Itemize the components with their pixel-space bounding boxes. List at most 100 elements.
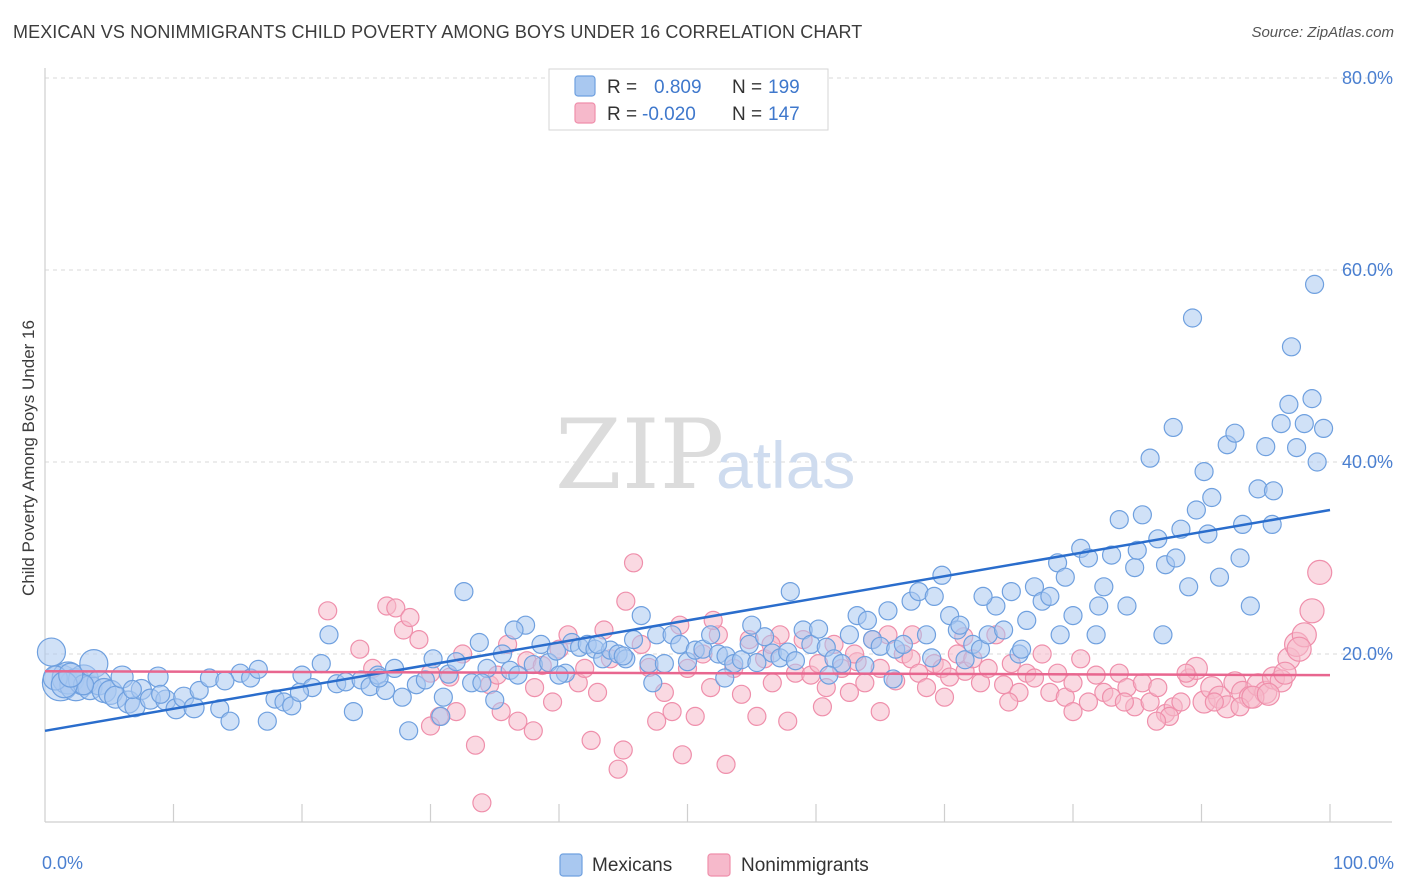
- nonimmigrants-point-41: [685, 706, 705, 727]
- mexicans-point-149: [1202, 487, 1222, 508]
- tick-labels: 20.0% 40.0% 60.0% 80.0% 0.0% 100.0%: [42, 68, 1394, 873]
- y-tick-label-3: 80.0%: [1342, 68, 1393, 88]
- nonimmigrants-point-124: [1176, 663, 1196, 683]
- mexicans-point-170: [215, 671, 235, 691]
- nonimmigrants-point-13: [465, 735, 486, 755]
- nonimmigrants-point-90: [1063, 673, 1083, 693]
- mexicans-point-123: [1001, 581, 1021, 602]
- mexicans-point-16: [147, 666, 169, 688]
- watermark-zip: ZIP: [555, 399, 724, 511]
- mexicans-point-20: [183, 697, 205, 719]
- nonimmigrants-point-20: [524, 677, 545, 698]
- legend-r-label-2: R =: [607, 104, 637, 125]
- nonimmigrants-point-136: [870, 701, 890, 722]
- mexicans-point-162: [1302, 389, 1322, 409]
- nonimmigrants-point-26: [575, 658, 595, 679]
- nonimmigrants-point-104: [1171, 692, 1191, 712]
- mexicans-point-156: [1256, 437, 1276, 457]
- mexicans-point-121: [986, 596, 1006, 616]
- mexicans-point-186: [922, 648, 942, 668]
- mexicans-point-78: [654, 653, 674, 674]
- series-legend: Mexicans Nonimmigrants: [559, 853, 869, 877]
- series-legend-swatch-nonimmigrants: [707, 853, 731, 877]
- nonimmigrants-point-139: [999, 692, 1019, 712]
- mexicans-point-190: [1050, 625, 1070, 645]
- mexicans-point-138: [1117, 596, 1137, 616]
- mexicans-point-173: [433, 687, 453, 707]
- mexicans-point-194: [1166, 548, 1186, 568]
- mexicans-point-196: [1230, 548, 1250, 568]
- mexicans-point-157: [1263, 481, 1284, 501]
- mexicans-point-95: [785, 651, 806, 671]
- mexicans-point-35: [319, 625, 339, 645]
- mexicans-point-104: [855, 655, 875, 676]
- nonimmigrants-point-53: [778, 711, 798, 731]
- mexicans-point-184: [857, 610, 878, 631]
- stats-legend: R = 0.809 N = 199 R = -0.020 N = 147: [548, 68, 829, 131]
- y-tick-label-1: 40.0%: [1342, 452, 1393, 472]
- gridlines: [45, 77, 1392, 655]
- mexicans-point-38: [343, 701, 363, 722]
- nonimmigrants-point-128: [1256, 682, 1280, 706]
- mexicans-point-128: [1040, 586, 1060, 607]
- mexicans-point-125: [1017, 610, 1037, 631]
- mexicans-point-47: [415, 670, 435, 690]
- legend-r-value-2: -0.020: [642, 104, 696, 125]
- mexicans-point-84: [701, 625, 721, 645]
- x-tick-label-0: 0.0%: [42, 853, 83, 873]
- nonimmigrants-point-38: [662, 701, 682, 722]
- nonimmigrants-point-122: [1307, 559, 1333, 586]
- nonimmigrants-point-63: [855, 673, 875, 693]
- mexicans-point-187: [950, 615, 970, 635]
- legend-n-label-2: N =: [732, 104, 762, 125]
- mexicans-point-136: [1101, 545, 1122, 565]
- nonimmigrants-point-32: [616, 591, 636, 611]
- mexicans-point-0: [36, 637, 67, 667]
- mexicans-points: [36, 274, 1334, 741]
- nonimmigrants-point-7: [409, 629, 429, 650]
- mexicans-point-152: [1225, 423, 1245, 443]
- x-tick-label-1: 100.0%: [1333, 853, 1394, 873]
- mexicans-point-122: [994, 620, 1014, 640]
- mexicans-point-158: [1271, 414, 1291, 434]
- nonimmigrants-point-14: [472, 793, 492, 813]
- mexicans-point-148: [1194, 462, 1214, 482]
- mexicans-point-44: [392, 687, 412, 707]
- nonimmigrants-point-47: [731, 684, 752, 704]
- nonimmigrants-point-61: [839, 682, 860, 703]
- mexicans-point-159: [1279, 394, 1299, 414]
- mexicans-point-75: [631, 605, 651, 626]
- nonimmigrants-point-71: [916, 677, 937, 698]
- nonimmigrants-point-121: [1299, 598, 1325, 624]
- nonimmigrants-point-131: [613, 740, 633, 760]
- legend-r-value-1: 0.809: [654, 77, 702, 98]
- nonimmigrants-point-129: [1273, 661, 1297, 685]
- nonimmigrants-point-51: [762, 673, 782, 693]
- mexicans-point-90: [747, 653, 767, 673]
- legend-swatch-mexicans: [574, 75, 596, 97]
- mexicans-point-113: [924, 586, 944, 607]
- nonimmigrants-point-0: [318, 601, 338, 621]
- nonimmigrants-trend-line: [44, 670, 1331, 677]
- mexicans-point-163: [1307, 452, 1327, 472]
- mexicans-point-91: [754, 627, 775, 647]
- mexicans-point-131: [1063, 605, 1083, 626]
- mexicans-point-181: [742, 615, 762, 635]
- nonimmigrants-point-27: [581, 730, 601, 751]
- series-legend-nonimmigrants: Nonimmigrants: [741, 855, 869, 876]
- nonimmigrants-point-18: [508, 711, 528, 731]
- nonimmigrants-point-43: [701, 677, 721, 698]
- mexicans-point-154: [1240, 596, 1260, 616]
- mexicans-point-175: [504, 620, 524, 640]
- mexicans-point-59: [508, 665, 528, 685]
- nonimmigrants-point-92: [1078, 692, 1099, 712]
- nonimmigrants-point-133: [523, 721, 543, 741]
- mexicans-point-176: [549, 665, 569, 685]
- legend-r-label-1: R =: [607, 77, 637, 98]
- mexicans-point-49: [431, 706, 451, 727]
- trend-lines: [44, 508, 1331, 733]
- mexicans-point-189: [1011, 639, 1032, 659]
- nonimmigrants-point-130: [1286, 636, 1312, 662]
- mexicans-trend-line: [44, 508, 1331, 733]
- mexicans-point-137: [1109, 509, 1129, 530]
